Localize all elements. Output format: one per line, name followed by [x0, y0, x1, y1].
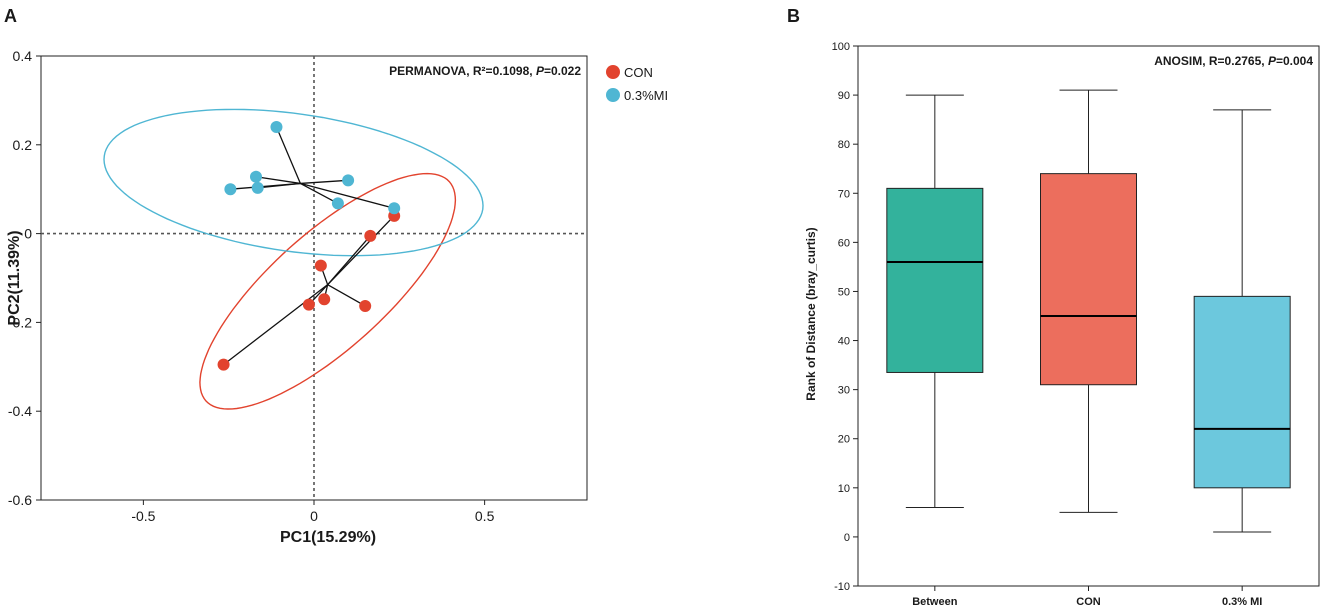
- panel-a-point-mi: [388, 202, 401, 215]
- panel-b-y-tick-label: 100: [832, 41, 850, 53]
- panel-b-y-tick-label: 20: [838, 434, 850, 446]
- panel-a-centroid-line-mi: [230, 182, 301, 190]
- panel-a-point-con: [314, 259, 327, 272]
- panel-a-centroid-line-mi: [300, 182, 339, 204]
- panel-a-point-con: [302, 298, 315, 311]
- panel-a-x-axis-title: PC1(15.29%): [280, 529, 376, 546]
- panel-a-y-tick-label: -0.4: [8, 403, 32, 419]
- panel-b-x-tick-label: 0.3% MI: [1222, 596, 1262, 608]
- panel-b-y-tick-label: 10: [838, 483, 850, 495]
- panel-b-y-tick-label: -10: [834, 581, 850, 593]
- panel-a-legend-label-con: CON: [624, 65, 653, 80]
- panel-a-y-tick-label: -0.2: [8, 314, 32, 330]
- panel-a-pcoa-plot: A 0.4 0.2 0 -0.2 -0.4 -0.6 -0.5 0 0.5 PERMANOVA,…: [4, 6, 668, 546]
- panel-a-centroid-line-mi: [255, 176, 301, 185]
- panel-b-y-tick-label: 40: [838, 336, 850, 348]
- panel-a-point-mi: [270, 121, 283, 134]
- panel-a-point-mi: [249, 170, 262, 183]
- panel-a-axes: 0.4 0.2 0 -0.2 -0.4 -0.6 -0.5 0 0.5: [8, 48, 587, 524]
- panel-a-y-tick-label: -0.6: [8, 492, 32, 508]
- panel-b-box-mi: [1193, 295, 1291, 489]
- panel-a-point-mi: [331, 197, 344, 210]
- panel-a-point-con: [364, 229, 377, 242]
- panel-b-x-tick-label: Between: [912, 596, 958, 608]
- panel-a-point-mi: [251, 181, 264, 194]
- panel-a-point-mi: [224, 183, 237, 196]
- panel-a-x-tick-label: 0: [310, 508, 318, 524]
- panel-a-legend: CON 0.3%MI: [606, 65, 668, 103]
- panel-a-centroid-line-mi: [275, 126, 301, 184]
- panel-a-legend-marker-mi: [606, 88, 620, 102]
- panel-b-boxplot: B -10 0 10 20 30 40 50 60 70 80 90 100 Between CON 0.3…: [787, 6, 1320, 608]
- panel-a-x-tick-label: 0.5: [475, 508, 495, 524]
- panel-a-y-tick-label: 0.4: [13, 48, 33, 64]
- panel-a-label: A: [4, 6, 17, 26]
- panel-b-boxes: [886, 89, 1291, 533]
- panel-a-centroid-line-mi: [300, 179, 349, 185]
- panel-a-centroid-line-con: [223, 284, 329, 366]
- panel-a-ellipse-mi: [103, 108, 484, 257]
- panel-b-y-axis-title: Rank of Distance (bray_curtis): [804, 227, 818, 400]
- panel-a-legend-marker-con: [606, 65, 620, 79]
- panel-a-x-tick-label: -0.5: [131, 508, 155, 524]
- panel-a-legend-label-mi: 0.3%MI: [624, 88, 668, 103]
- panel-a-point-mi: [342, 174, 355, 187]
- panel-b-anosim-annotation: ANOSIM, R=0.2765, P=0.004: [1154, 54, 1313, 68]
- panel-a-ellipse-con: [199, 172, 457, 410]
- panel-b-x-tick-label: CON: [1076, 596, 1101, 608]
- panel-a-point-con: [359, 299, 372, 312]
- panel-b-box-between: [886, 187, 984, 373]
- panel-a-y-axis-title: PC2(11.39%): [6, 230, 23, 325]
- panel-a-centroid-lines: [223, 126, 395, 366]
- panel-a-points: [217, 121, 401, 371]
- panel-a-centroid-line-con: [327, 284, 366, 307]
- panel-a-centroid-line-mi: [300, 182, 395, 209]
- panel-b-label: B: [787, 6, 800, 26]
- panel-a-point-con: [217, 358, 230, 371]
- panel-b-y-tick-label: 70: [838, 188, 850, 200]
- panel-a-ellipses: [103, 108, 484, 410]
- panel-a-centroid-line-con: [327, 215, 395, 286]
- panel-a-y-tick-label: 0: [24, 226, 32, 242]
- panel-b-axes: -10 0 10 20 30 40 50 60 70 80 90 100 Between CON 0.3% …: [832, 41, 1263, 608]
- panel-a-y-tick-label: 0.2: [13, 137, 33, 153]
- panel-a-permanova-annotation: PERMANOVA, R²=0.1098, P=0.022: [389, 64, 581, 78]
- panel-b-y-tick-label: 50: [838, 286, 850, 298]
- panel-b-y-tick-label: 90: [838, 90, 850, 102]
- panel-b-box-con: [1040, 173, 1137, 386]
- panel-b-y-tick-label: 30: [838, 385, 850, 397]
- panel-b-y-tick-label: 60: [838, 237, 850, 249]
- panel-b-y-tick-label: 0: [844, 532, 850, 544]
- panel-a-point-con: [318, 293, 331, 306]
- panel-b-y-tick-label: 80: [838, 139, 850, 151]
